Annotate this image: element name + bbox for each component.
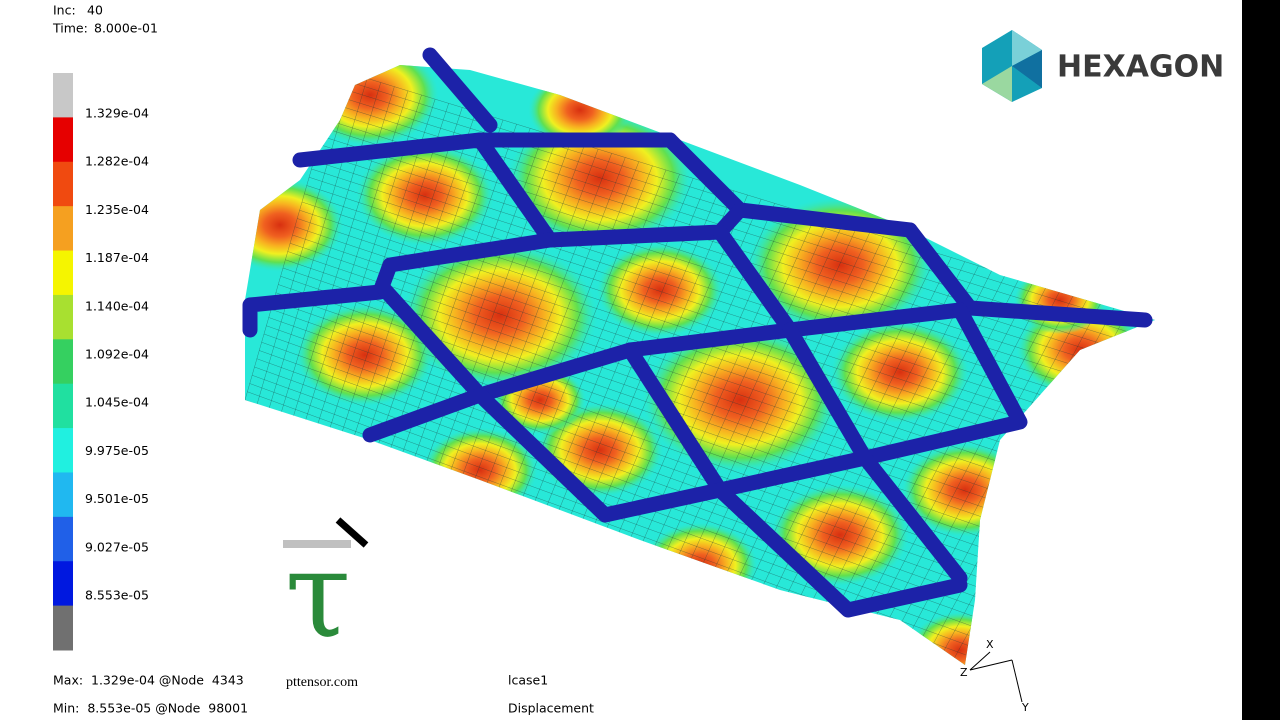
mesh-line [316, 152, 1108, 407]
logo-facet [1012, 50, 1042, 88]
legend-swatch [53, 117, 73, 163]
watermark-accent [335, 517, 369, 548]
mesh-line [313, 160, 1103, 416]
legend-swatch [53, 605, 73, 651]
beam [472, 132, 558, 248]
legend-label: 8.553e-05 [85, 588, 149, 603]
legend-swatch [53, 561, 73, 607]
mesh-line [271, 309, 1018, 571]
quantity: Displacement [508, 701, 594, 716]
max-info: Max: 1.329e-04 @Node 4343 [53, 673, 244, 688]
legend-swatch [53, 73, 73, 118]
mesh-line [254, 366, 985, 631]
hex-frame [242, 47, 1153, 618]
mesh-line [259, 350, 994, 614]
legend-label: 9.501e-05 [85, 491, 149, 506]
legend-label: 1.092e-04 [85, 347, 149, 362]
mesh-line [285, 259, 1046, 519]
axis-z: Z [960, 666, 968, 679]
axis-x: X [986, 638, 994, 651]
legend-label: 1.140e-04 [85, 298, 149, 313]
footer: Max: 1.329e-04 @Node 4343 Min: 8.553e-05… [53, 673, 594, 716]
legend-label: 1.329e-04 [85, 106, 149, 121]
triad-axis [969, 651, 991, 671]
logo-facet [1012, 30, 1042, 66]
mesh-line [306, 185, 1089, 441]
beam [422, 47, 498, 133]
color-legend: 1.329e-04 1.282e-04 1.235e-04 1.187e-04 1.14… [53, 73, 149, 651]
mesh-line [261, 342, 999, 605]
mesh-line [323, 127, 1122, 381]
mesh-line [311, 168, 1099, 424]
beam [622, 342, 728, 498]
axis-y: Y [1021, 701, 1029, 714]
watermark-site: pttensor.com [286, 675, 358, 690]
model [245, 65, 1155, 665]
triad-axis [969, 659, 1013, 671]
time-value: 8.000e-01 [94, 21, 158, 36]
legend-label: 1.187e-04 [85, 250, 149, 265]
mesh-line [266, 325, 1008, 588]
contour-blob [301, 65, 439, 146]
mesh-line [287, 251, 1051, 510]
legend-swatch [53, 294, 73, 340]
legend-label: 1.235e-04 [85, 202, 149, 217]
contour-blob [245, 178, 344, 272]
inc-value: 40 [87, 3, 103, 18]
watermark-symbol: τ [285, 526, 351, 665]
beam [782, 302, 1028, 466]
mesh-line [273, 300, 1023, 562]
beam [377, 282, 488, 403]
legend-swatch [53, 339, 73, 385]
legend-swatch [53, 516, 73, 562]
beam [362, 322, 798, 443]
letterbox [1242, 0, 1280, 720]
contour-blob [831, 321, 969, 423]
legend-swatch [53, 206, 73, 252]
legend-swatch [53, 428, 73, 473]
mesh-line [263, 333, 1004, 597]
beam [902, 222, 1153, 328]
contour-blob [596, 243, 724, 337]
legend-swatch [53, 383, 73, 429]
legend-label: 1.045e-04 [85, 395, 149, 410]
triad-axis [1011, 659, 1023, 703]
contour-blob [356, 144, 494, 246]
time-label: Time: [52, 21, 88, 36]
legend-label: 9.027e-05 [85, 539, 149, 554]
logo-text: HEXAGON [1057, 50, 1224, 85]
load-case: lcase1 [508, 673, 548, 688]
hexagon-logo: HEXAGON [982, 30, 1224, 102]
legend-label: 1.282e-04 [85, 154, 149, 169]
axis-triad: X Y Z [960, 638, 1029, 714]
mesh-line [290, 243, 1056, 502]
contour-blob [296, 304, 434, 406]
min-info: Min: 8.553e-05 @Node 98001 [53, 701, 248, 716]
legend-swatch [53, 250, 73, 296]
inc-label: Inc: [53, 3, 76, 18]
header: Inc: 40 Time: 8.000e-01 [52, 3, 158, 36]
legend-swatch [53, 161, 73, 207]
logo-facet [982, 66, 1012, 102]
watermark: τ pttensor.com [283, 517, 369, 690]
legend-swatch [53, 472, 73, 518]
mesh-line [256, 358, 989, 623]
watermark-bar [283, 540, 351, 548]
mesh-line [309, 177, 1094, 433]
beam [712, 482, 968, 618]
mesh-line [268, 317, 1013, 579]
legend-label: 9.975e-05 [85, 443, 149, 458]
mesh-line [301, 201, 1080, 459]
mesh-line [304, 193, 1084, 450]
